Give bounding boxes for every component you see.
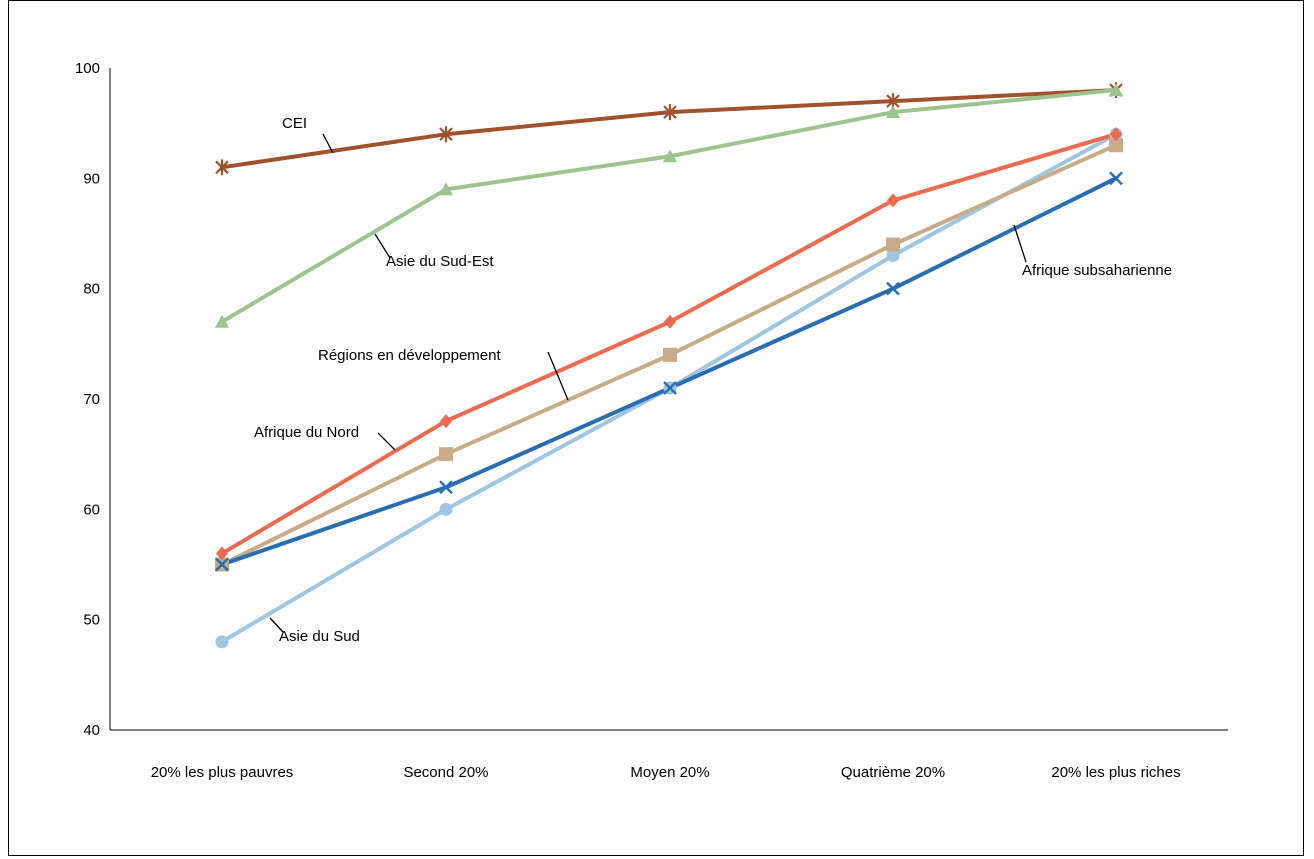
data-point [663,347,677,362]
data-point [886,105,900,119]
data-point [215,159,229,176]
series-label: Asie du Sud-Est [386,253,494,270]
data-point [1109,138,1123,153]
data-point [215,314,229,328]
data-point [663,149,677,163]
series-line [220,176,1118,567]
y-tick-label: 80 [83,281,100,298]
data-point [886,237,900,252]
series-label: CEI [282,115,307,132]
data-point [440,414,452,429]
data-point [663,381,677,395]
axes: 40 50 60 70 80 90 100 20% les plus pauvres Secon… [75,60,1228,781]
x-tick-label: Moyen 20% [630,764,709,781]
data-point [663,104,677,121]
data-point [215,635,229,649]
data-point [1109,83,1123,97]
y-tick-label: 40 [83,722,100,739]
x-tick-label: Second 20% [403,764,488,781]
data-point [664,314,676,329]
data-point [216,546,228,561]
x-tick-label: 20% les plus riches [1051,764,1180,781]
series-labels: CEI Asie du Sud-Est Afrique du Nord Régions… [254,115,1172,645]
data-point [439,182,453,196]
y-tick-label: 60 [83,501,100,518]
y-tick-label: 100 [75,60,100,77]
series-label: Afrique subsaharienne [1022,262,1172,279]
series-label: Afrique du Nord [254,424,359,441]
data-point [215,557,229,572]
label-leader-line [377,432,396,451]
data-point [439,480,453,495]
series-line [220,132,1118,556]
series-label: Régions en développement [318,347,501,364]
data-point [1110,127,1122,142]
data-point [439,126,453,143]
series-label: Asie du Sud [279,628,360,645]
series-markers [215,82,1123,649]
data-point [439,502,453,516]
label-leader-line [1013,224,1027,263]
series-lines [220,88,1118,644]
x-tick-label: 20% les plus pauvres [151,764,294,781]
label-leader-line [374,233,391,259]
x-tick-label: Quatrième 20% [841,764,945,781]
label-leader-line [547,351,569,401]
y-tick-label: 50 [83,612,100,629]
label-leader-line [322,133,334,154]
y-tick-label: 70 [83,391,100,408]
data-point [886,249,900,263]
data-point [1109,171,1123,186]
label-leader-line [269,617,284,633]
data-point [887,193,899,208]
y-tick-label: 90 [83,170,100,187]
data-point [886,281,900,296]
data-point [439,447,453,462]
